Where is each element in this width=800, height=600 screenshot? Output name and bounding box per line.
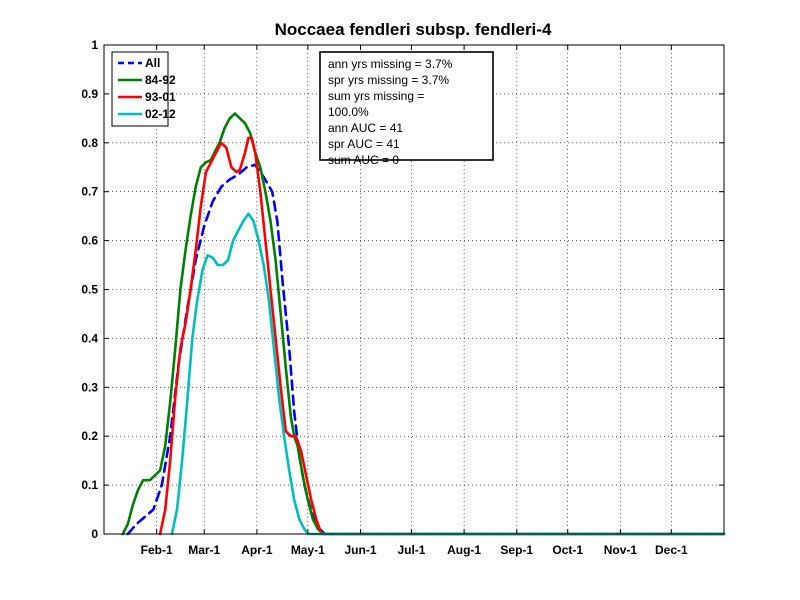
x-tick-label: Nov-1: [604, 543, 638, 557]
annotation-line: ann yrs missing = 3.7%: [328, 57, 453, 71]
x-tick-label: Aug-1: [447, 543, 481, 557]
x-tick-label: May-1: [291, 543, 325, 557]
x-tick-label: Jul-1: [397, 543, 425, 557]
chart-title: Noccaea fendleri subsp. fendleri-4: [275, 20, 552, 39]
legend: All 84-92 93-01 02-12: [111, 51, 176, 127]
x-tick-label: Sep-1: [500, 543, 533, 557]
x-tick-label: Oct-1: [552, 543, 583, 557]
y-tick-label: 0: [91, 527, 98, 541]
x-tick-label: Dec-1: [655, 543, 688, 557]
y-tick-label: 0.6: [81, 234, 98, 248]
legend-label: 84-92: [145, 73, 176, 87]
y-tick-label: 0.5: [81, 283, 98, 297]
y-tick-label: 0.3: [81, 380, 98, 394]
annotation-line: spr yrs missing = 3.7%: [328, 73, 449, 87]
series-line-93-01: [158, 136, 726, 536]
annotation-line: sum AUC = 0: [328, 153, 399, 167]
axes: 0 0.1 0.2 0.3 0.4 0.5 0.6 0.7 0.8 0.9 1 Feb-1 Mar-1 A…: [81, 38, 724, 557]
y-tick-label: 0.8: [81, 136, 98, 150]
legend-label: 93-01: [145, 90, 176, 104]
x-tick-label: Apr-1: [241, 543, 273, 557]
grid: [104, 45, 724, 534]
y-tick-label: 0.4: [81, 331, 98, 345]
annotation-line: 100.0%: [328, 105, 369, 119]
series-line-All: [126, 163, 726, 536]
legend-label: 02-12: [145, 107, 176, 121]
x-tick-label: Mar-1: [188, 543, 220, 557]
series-line-02-12: [170, 212, 726, 536]
legend-label: All: [145, 56, 160, 70]
y-tick-label: 0.2: [81, 429, 98, 443]
annotation-line: ann AUC = 41: [328, 121, 403, 135]
annotation-line: sum yrs missing =: [328, 89, 424, 103]
x-tick-label: Jun-1: [344, 543, 376, 557]
annotation-frame: [319, 51, 494, 161]
y-tick-label: 0.7: [81, 185, 98, 199]
series-line-84-92: [121, 112, 726, 536]
annotation-box: ann yrs missing = 3.7% spr yrs missing = …: [319, 51, 494, 167]
x-tick-label: Feb-1: [141, 543, 173, 557]
series-layer: [121, 112, 726, 536]
annotation-line: spr AUC = 41: [328, 137, 400, 151]
y-tick-label: 0.1: [81, 478, 98, 492]
y-tick-label: 0.9: [81, 87, 98, 101]
y-tick-label: 1: [91, 38, 98, 52]
